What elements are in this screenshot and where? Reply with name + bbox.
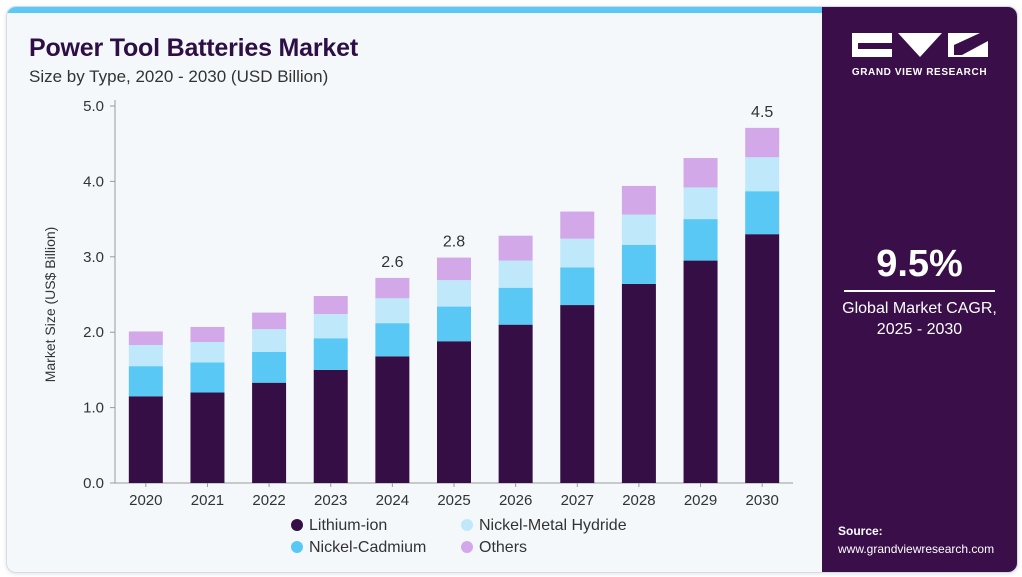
- cagr-divider: [844, 290, 995, 292]
- bar-segment: [683, 260, 718, 483]
- bar-segment: [621, 214, 656, 245]
- bar-segment: [190, 392, 225, 483]
- x-tick-label: 2029: [684, 492, 717, 509]
- cagr-label-line1: Global Market CAGR,: [842, 300, 997, 317]
- bar-segment: [128, 345, 163, 367]
- bar-segment: [375, 323, 410, 357]
- data-label: 2.6: [381, 254, 403, 271]
- chart-title: Power Tool Batteries Market: [29, 34, 358, 62]
- bar-segment: [621, 244, 656, 284]
- bar-segment: [313, 296, 348, 315]
- bar-segment: [745, 234, 780, 483]
- bar-segment: [128, 366, 163, 397]
- bar-segment: [190, 326, 225, 343]
- x-tick-label: 2025: [437, 492, 470, 509]
- legend-label: Nickel-Cadmium: [309, 539, 426, 556]
- infographic-card: Power Tool Batteries Market Size by Type…: [6, 6, 1018, 573]
- bar-segment: [560, 267, 595, 306]
- bar-segment: [437, 257, 471, 281]
- y-tick-label: 4.0: [83, 173, 104, 190]
- legend-label: Lithium-ion: [309, 517, 387, 534]
- bar-segment: [498, 287, 533, 325]
- x-tick-label: 2027: [561, 492, 594, 509]
- x-tick-label: 2024: [376, 492, 409, 509]
- bar-segment: [745, 191, 780, 235]
- bar-segment: [313, 369, 348, 483]
- x-tick-label: 2028: [622, 492, 655, 509]
- bar-segment: [375, 277, 410, 299]
- bar-segment: [683, 187, 718, 220]
- y-tick-label: 0.0: [83, 475, 104, 492]
- bar-segment: [498, 324, 533, 483]
- grand-view-research-logo-icon: [852, 33, 988, 57]
- brand-name: GRAND VIEW RESEARCH: [851, 67, 988, 78]
- x-tick-label: 2022: [252, 492, 285, 509]
- x-tick-label: 2026: [499, 492, 532, 509]
- chart-subtitle: Size by Type, 2020 - 2030 (USD Billion): [29, 67, 329, 86]
- bar-segment: [313, 314, 348, 339]
- bar-segment: [252, 329, 287, 352]
- bar-segment: [375, 298, 410, 324]
- bar-segment: [683, 158, 718, 188]
- legend-marker: [461, 541, 473, 553]
- x-tick-label: 2020: [129, 492, 162, 509]
- bar-segment: [313, 338, 348, 370]
- bar-segment: [621, 185, 656, 215]
- bar-segment: [683, 219, 718, 261]
- bar-segment: [128, 331, 163, 346]
- y-tick-label: 1.0: [83, 400, 104, 417]
- y-tick-label: 2.0: [83, 324, 104, 341]
- bar-segment: [560, 305, 595, 483]
- bar-segment: [252, 351, 287, 383]
- bar-segment: [498, 260, 533, 288]
- bar-segment: [560, 238, 595, 268]
- legend-label: Nickel-Metal Hydride: [479, 517, 627, 534]
- bar-segment: [437, 280, 471, 307]
- y-axis-label: Market Size (US$ Billion): [42, 227, 58, 383]
- bar-segment: [252, 382, 287, 483]
- data-label: 2.8: [443, 234, 465, 251]
- cagr-label: Global Market CAGR, 2025 - 2030: [822, 298, 1017, 340]
- bar-segment: [437, 306, 471, 342]
- bar-segment: [560, 211, 595, 239]
- y-tick-label: 5.0: [83, 98, 104, 115]
- data-label: 4.5: [751, 104, 773, 121]
- x-tick-label: 2023: [314, 492, 347, 509]
- bar-segment: [375, 356, 410, 483]
- legend-marker: [291, 519, 303, 531]
- source-label: Source:: [838, 524, 883, 538]
- bar-segment: [498, 235, 533, 261]
- cagr-value: 9.5%: [876, 243, 963, 285]
- legend-label: Others: [479, 539, 527, 556]
- bar-segment: [190, 342, 225, 363]
- bar-segment: [437, 341, 471, 483]
- legend-marker: [291, 541, 303, 553]
- bar-segment: [745, 157, 780, 192]
- bar-segment: [745, 127, 780, 158]
- y-tick-label: 3.0: [83, 249, 104, 266]
- stacked-bar-chart: 0.0 1.0 2.0 3.0 4.0 5.0 Market Size (US$ Billi…: [42, 98, 793, 556]
- x-tick-label: 2030: [745, 492, 778, 509]
- sidebar-panel: GRAND VIEW RESEARCH 9.5% Global Market C…: [822, 7, 1017, 572]
- bar-segment: [190, 362, 225, 393]
- accent-bar: [7, 7, 822, 13]
- source-url[interactable]: www.grandviewresearch.com: [838, 542, 995, 556]
- bar-segment: [621, 283, 656, 483]
- legend-marker: [461, 519, 473, 531]
- bar-segment: [128, 396, 163, 483]
- x-tick-label: 2021: [191, 492, 224, 509]
- bar-segment: [252, 312, 287, 330]
- cagr-label-line2: 2025 - 2030: [876, 321, 963, 338]
